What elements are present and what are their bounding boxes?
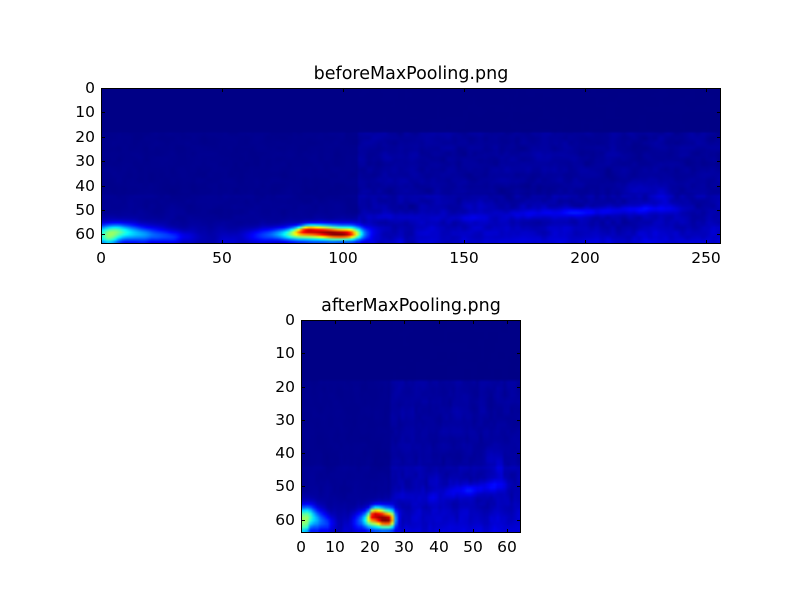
- x-tick-label: 20: [360, 538, 380, 556]
- x-tick-label: 0: [96, 249, 106, 267]
- heatmap-canvas-before: [102, 89, 720, 243]
- x-tick-mark-top: [473, 320, 474, 324]
- heatmap-canvas-after: [302, 321, 520, 532]
- y-tick-label: 30: [75, 152, 95, 170]
- x-tick-mark-top: [101, 88, 102, 92]
- x-tick-mark-top: [335, 320, 336, 324]
- x-tick-mark: [370, 529, 371, 533]
- x-tick-mark: [706, 240, 707, 244]
- x-tick-mark: [473, 529, 474, 533]
- x-tick-label: 200: [570, 249, 600, 267]
- x-tick-mark: [343, 240, 344, 244]
- y-tick-label: 0: [285, 311, 295, 329]
- x-tick-mark: [464, 240, 465, 244]
- y-tick-mark: [101, 88, 105, 89]
- axes-title-before: beforeMaxPooling.png: [313, 64, 509, 84]
- y-tick-label: 60: [275, 511, 295, 529]
- y-tick-mark: [301, 320, 305, 321]
- y-tick-label: 20: [75, 128, 95, 146]
- y-tick-mark: [101, 112, 105, 113]
- y-tick-label: 30: [275, 411, 295, 429]
- y-tick-mark: [101, 186, 105, 187]
- x-tick-label: 30: [394, 538, 414, 556]
- x-tick-mark-top: [404, 320, 405, 324]
- x-tick-mark: [507, 529, 508, 533]
- y-tick-mark: [301, 486, 305, 487]
- heatmap-after-max-pooling: [301, 320, 521, 533]
- x-tick-mark-top: [507, 320, 508, 324]
- x-tick-mark-top: [301, 320, 302, 324]
- x-tick-label: 60: [497, 538, 517, 556]
- x-tick-mark: [335, 529, 336, 533]
- x-tick-mark: [404, 529, 405, 533]
- x-tick-label: 100: [328, 249, 358, 267]
- axes-before-max-pooling: beforeMaxPooling.png 0 50 100 150 200 250 0 10 2…: [75, 64, 721, 267]
- x-tick-mark-top: [585, 88, 586, 92]
- y-tick-mark-right: [717, 186, 721, 187]
- x-tick-label: 50: [463, 538, 483, 556]
- y-tick-mark-right: [517, 387, 521, 388]
- x-tick-mark-top: [343, 88, 344, 92]
- axes-after-max-pooling: afterMaxPooling.png 0 10 20 30 40 50 60 0 10 20 30…: [275, 296, 521, 556]
- x-tick-label: 40: [429, 538, 449, 556]
- y-tick-mark: [101, 137, 105, 138]
- x-tick-mark: [222, 240, 223, 244]
- y-tick-mark-right: [717, 88, 721, 89]
- y-tick-mark: [101, 210, 105, 211]
- x-tick-mark-top: [439, 320, 440, 324]
- y-tick-label: 60: [75, 225, 95, 243]
- y-tick-mark-right: [717, 234, 721, 235]
- y-tick-label: 10: [75, 103, 95, 121]
- x-tick-mark: [301, 529, 302, 533]
- y-tick-mark: [301, 353, 305, 354]
- y-tick-mark-right: [717, 137, 721, 138]
- x-tick-mark-top: [706, 88, 707, 92]
- x-tick-label: 0: [296, 538, 306, 556]
- y-tick-mark: [301, 420, 305, 421]
- y-tick-mark: [301, 387, 305, 388]
- y-tick-mark: [301, 453, 305, 454]
- y-tick-mark-right: [517, 420, 521, 421]
- x-tick-mark-top: [222, 88, 223, 92]
- y-tick-mark-right: [517, 353, 521, 354]
- x-tick-label: 50: [212, 249, 232, 267]
- y-tick-label: 0: [85, 79, 95, 97]
- y-tick-label: 40: [275, 444, 295, 462]
- heatmap-before-max-pooling: [101, 88, 721, 244]
- y-tick-mark-right: [717, 210, 721, 211]
- y-tick-mark-right: [717, 161, 721, 162]
- y-tick-mark-right: [517, 320, 521, 321]
- y-tick-mark-right: [517, 520, 521, 521]
- x-tick-mark: [585, 240, 586, 244]
- x-tick-label: 250: [691, 249, 721, 267]
- y-tick-mark-right: [517, 486, 521, 487]
- y-tick-label: 20: [275, 378, 295, 396]
- x-tick-mark: [439, 529, 440, 533]
- axes-title-after: afterMaxPooling.png: [321, 296, 501, 316]
- x-tick-label: 150: [449, 249, 479, 267]
- x-tick-label: 10: [325, 538, 345, 556]
- y-tick-label: 50: [75, 201, 95, 219]
- y-tick-label: 10: [275, 344, 295, 362]
- x-tick-mark-top: [370, 320, 371, 324]
- y-tick-mark: [101, 161, 105, 162]
- y-tick-mark-right: [517, 453, 521, 454]
- y-tick-mark: [301, 520, 305, 521]
- x-tick-mark-top: [464, 88, 465, 92]
- x-tick-mark: [101, 240, 102, 244]
- y-tick-mark: [101, 234, 105, 235]
- y-tick-label: 50: [275, 477, 295, 495]
- y-tick-mark-right: [717, 112, 721, 113]
- y-tick-label: 40: [75, 177, 95, 195]
